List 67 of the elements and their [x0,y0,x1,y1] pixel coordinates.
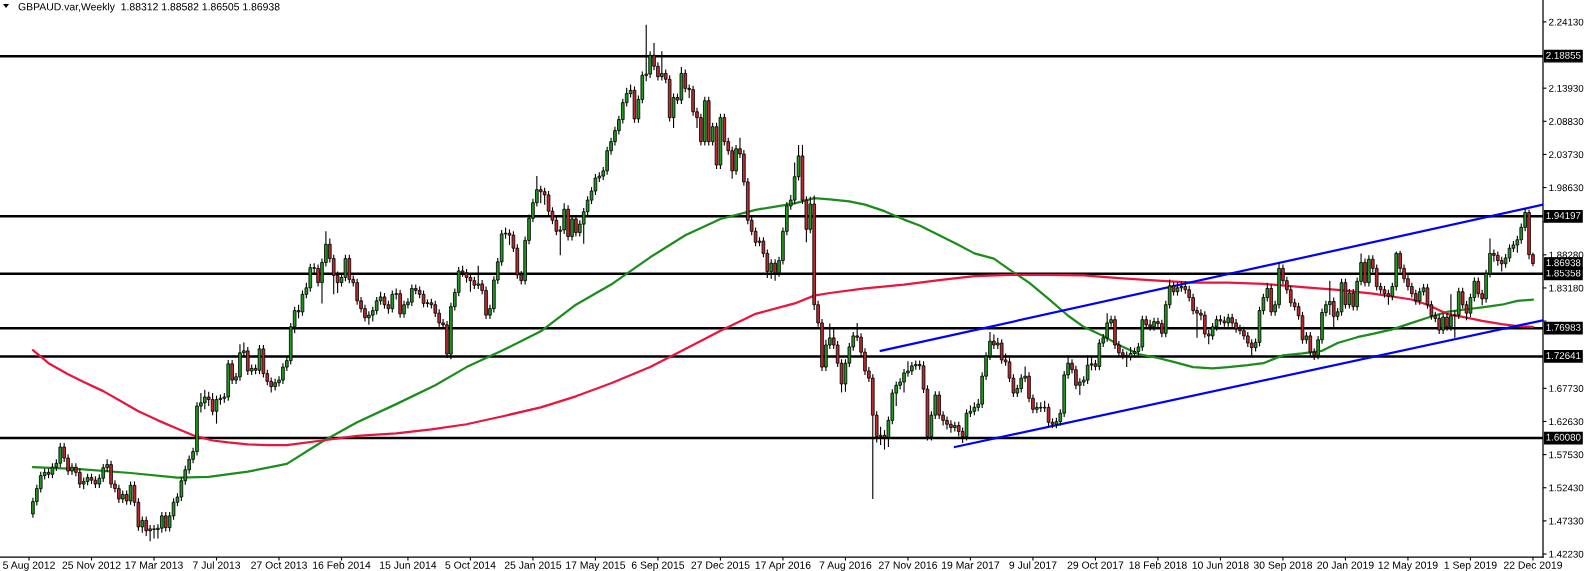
candlestick [1328,280,1332,316]
x-tick-label: 17 Mar 2013 [125,561,183,569]
y-tick-label: 1.83180 [1549,284,1584,292]
candlestick [203,389,207,410]
ref-line-label: 1.60080 [1546,433,1581,441]
candlestick [117,484,121,504]
candlestick [148,524,152,542]
y-tick-label: 1.67730 [1549,385,1584,392]
x-tick-label: 15 Jun 2014 [380,561,437,569]
y-tick-label: 1.88280 [1549,251,1584,259]
x-tick-label: 25 Jan 2015 [504,561,562,569]
candlestick [58,442,63,468]
x-tick-label: 30 Sep 2018 [1253,561,1313,571]
x-tick-label: 17 Apr 2016 [755,561,811,571]
x-tick-label: 16 Feb 2014 [313,561,371,569]
x-tick-label: 27 Oct 2013 [251,561,307,569]
candlestick [163,511,168,533]
x-tick-label: 12 May 2019 [1378,561,1438,571]
annotation: 1.86938 [1546,259,1581,267]
candlestick [273,378,277,392]
x-tick-label: 10 Jun 2018 [1192,561,1249,569]
candlestick [1476,276,1481,299]
x-tick-label: 7 Aug 2016 [819,561,872,571]
y-tick-label: 1.42230 [1549,550,1584,558]
x-tick-label: 1 Sep 2019 [1444,561,1497,571]
x-tick-label: 27 Dec 2015 [691,561,750,569]
x-tick-label: 29 Oct 2017 [1067,561,1124,569]
candlestick [152,524,156,540]
y-tick-label: 2.08830 [1549,118,1584,125]
candlestick [398,289,402,319]
candlestick [367,310,371,326]
candlestick [945,415,949,431]
ref-line-label: 1.76983 [1546,323,1581,331]
candlestick [78,467,82,489]
y-tick-label: 1.47330 [1549,517,1584,525]
x-tick-label: 25 Nov 2012 [62,561,121,569]
candlestick [1343,278,1348,310]
x-tick-label: 9 Jul 2017 [1009,561,1057,569]
ref-line-label: 1.85358 [1546,269,1581,277]
x-tick-label: 5 Oct 2014 [445,561,496,569]
x-tick-label: 19 Mar 2017 [942,561,1000,569]
y-tick-label: 2.03730 [1549,151,1584,159]
ref-line-label: 2.18855 [1546,51,1581,59]
candlestick [410,284,414,307]
candlestick [949,419,953,434]
x-tick-label: 18 Feb 2018 [1129,561,1187,569]
x-tick-label: 7 Jul 2013 [193,561,241,569]
line-series [31,273,1535,447]
y-tick-label: 2.13930 [1549,84,1584,92]
candlestick [144,515,148,537]
candlestick [109,460,113,489]
ref-line-label: 1.94197 [1546,212,1581,219]
y-tick-label: 1.62630 [1549,418,1584,426]
x-tick-label: 5 Aug 2012 [3,561,55,571]
y-tick-label: 1.57530 [1549,451,1584,459]
x-tick-label: 27 Nov 2016 [878,561,938,569]
ref-line-label: 1.72641 [1546,352,1581,360]
x-tick-label: 6 Sep 2015 [631,561,685,571]
y-tick-label: 1.52430 [1549,484,1584,492]
x-tick-label: 20 Jan 2019 [1317,561,1374,569]
candlestick [1456,287,1461,320]
y-tick-label: 1.98630 [1549,184,1584,192]
candlestick [1035,401,1039,414]
y-tick-label: 2.24130 [1549,18,1584,26]
x-tick-label: 17 May 2015 [566,561,626,571]
x-tick-label: 22 Dec 2019 [1503,561,1562,569]
chart-title: GBPAUD.var,Weekly 1.88312 1.88582 1.86505 1.86938 [18,2,280,13]
